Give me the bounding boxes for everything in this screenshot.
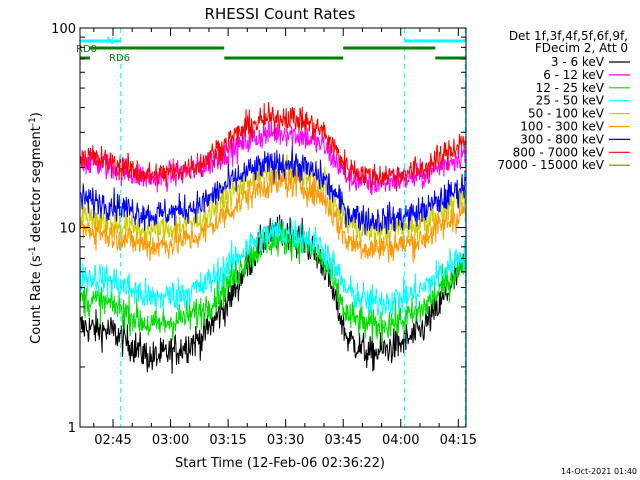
series-layer — [79, 101, 467, 374]
rd0-label: RD0 — [76, 44, 97, 55]
y-axis-label-sup: -1 — [28, 246, 38, 255]
x-tick-label: 04:00 — [382, 433, 419, 448]
legend-label: 12 - 25 keV — [536, 81, 605, 95]
legend-label: 6 - 12 keV — [543, 68, 605, 82]
y-tick-label: 100 — [51, 22, 76, 37]
x-tick-label: 03:45 — [324, 433, 361, 448]
x-tick-label: 03:15 — [209, 433, 246, 448]
y-axis-label: Count Rate (s-1 detector segment-1) — [28, 112, 44, 344]
x-tick-label: 02:45 — [94, 433, 131, 448]
chart-title: RHESSI Count Rates — [205, 5, 356, 23]
x-axis-label: Start Time (12-Feb-06 02:36:22) — [175, 456, 385, 471]
legend-label: 300 - 800 keV — [520, 132, 604, 146]
x-tick-label: 03:30 — [267, 433, 304, 448]
night-label: N — [107, 36, 114, 47]
x-tick-label: 03:00 — [152, 433, 189, 448]
y-tick-label: 1 — [68, 421, 76, 436]
x-tick-label: 04:15 — [440, 433, 477, 448]
legend: Det 1f,3f,4f,5f,6f,9f, FDecim 2, Att 0 3… — [497, 29, 630, 172]
rd6-label: RD6 — [109, 53, 130, 64]
series-line — [79, 219, 467, 317]
footer-timestamp: 14-Oct-2021 01:40 — [561, 467, 637, 476]
axis-layer: 02:45 03:00 03:15 03:30 03:45 04:00 04:15 1 10 10… — [51, 22, 477, 448]
y-axis-label-mid: detector segment — [29, 126, 44, 246]
legend-label: 800 - 7000 keV — [513, 145, 605, 159]
legend-label: 25 - 50 keV — [536, 94, 605, 108]
y-axis-label-end: ) — [29, 112, 44, 117]
legend-label: 7000 - 15000 keV — [497, 158, 604, 172]
legend-label: 3 - 6 keV — [551, 55, 605, 69]
y-tick-label: 10 — [59, 222, 76, 237]
series-line — [79, 101, 467, 192]
y-axis-label-main: Count Rate (s — [29, 255, 44, 344]
legend-label: 100 - 300 keV — [520, 120, 604, 134]
legend-label: 50 - 100 keV — [528, 107, 605, 121]
y-axis-label-sup2: -1 — [28, 117, 38, 126]
series-line — [79, 222, 467, 346]
legend-header-line-1: Det 1f,3f,4f,5f,6f,9f, — [509, 29, 628, 43]
legend-header-line-2: FDecim 2, Att 0 — [535, 41, 628, 55]
series-line — [79, 164, 467, 264]
series-line — [79, 146, 467, 236]
